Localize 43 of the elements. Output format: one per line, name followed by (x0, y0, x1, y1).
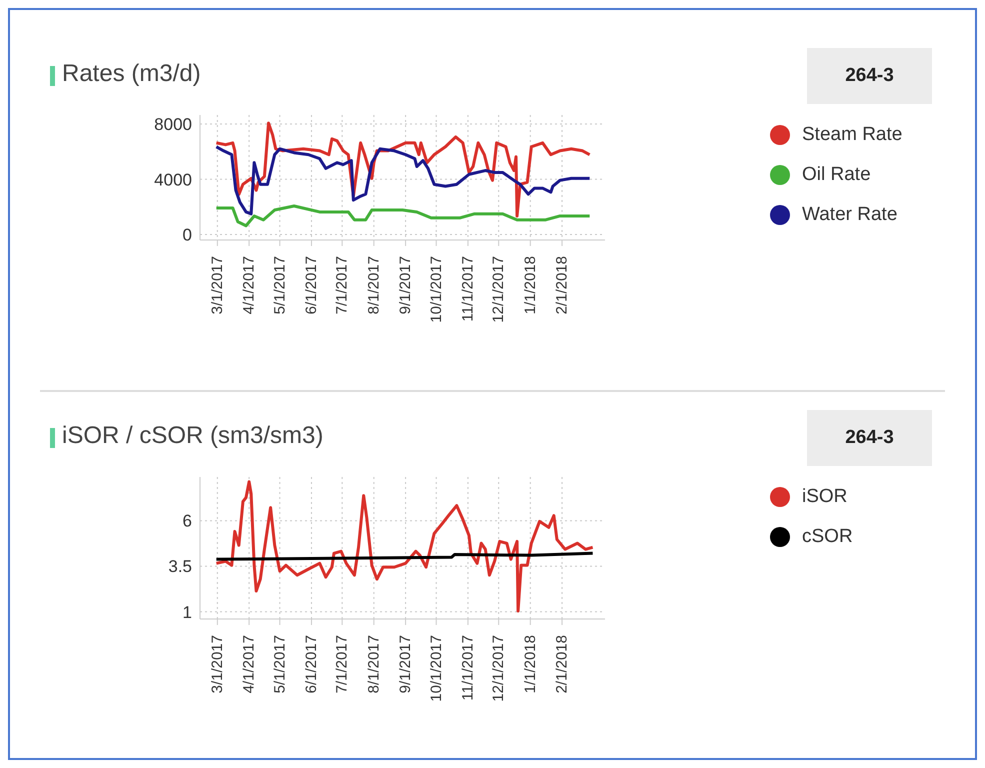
y-tick-label: 3.5 (168, 557, 192, 576)
x-tick-label: 8/1/2017 (365, 635, 382, 694)
chart-title: Rates (m3/d) (62, 60, 201, 88)
x-tick-label: 9/1/2017 (397, 256, 414, 314)
x-tick-label: 12/1/2017 (490, 635, 508, 702)
y-tick-label: 8000 (154, 115, 192, 134)
x-tick-label: 1/1/2018 (522, 256, 539, 314)
y-tick-label: 4000 (154, 170, 192, 190)
legend-label: Water Rate (802, 204, 898, 225)
x-tick-label: 6/1/2017 (302, 635, 320, 694)
x-tick-label: 9/1/2017 (397, 635, 414, 694)
x-tick-label: 12/1/2017 (490, 256, 508, 323)
line-series (214, 480, 594, 612)
legend-label: Oil Rate (802, 164, 871, 185)
x-tick-label: 6/1/2017 (302, 256, 320, 314)
x-tick-label: 3/1/2017 (208, 635, 226, 694)
x-tick-label: 2/1/2018 (554, 635, 571, 694)
x-tick-label: 5/1/2017 (271, 635, 288, 694)
x-tick-label: 8/1/2017 (365, 256, 382, 314)
x-tick-label: 4/1/2017 (240, 256, 258, 314)
y-tick-label: 0 (182, 226, 192, 245)
x-tick-label: 7/1/2017 (334, 256, 351, 314)
x-tick-label: 11/1/2017 (459, 635, 476, 701)
legend-label: Steam Rate (802, 124, 902, 145)
x-tick-label: 11/1/2017 (459, 256, 476, 322)
y-tick-label: 1 (182, 602, 192, 622)
x-tick-label: 10/1/2017 (428, 635, 445, 702)
x-tick-label: 7/1/2017 (334, 635, 351, 694)
line-series (214, 204, 592, 228)
legend-label: cSOR (802, 526, 853, 547)
text: 264-3 (807, 410, 932, 466)
x-tick-label: 3/1/2017 (208, 256, 226, 314)
line-series (214, 552, 594, 561)
x-tick-label: 2/1/2018 (554, 256, 571, 314)
x-tick-label: 4/1/2017 (240, 635, 258, 694)
y-tick-label: 6 (182, 512, 192, 531)
text: 264-3 (807, 48, 932, 104)
line-series (214, 145, 592, 216)
chart-title: iSOR / cSOR (sm3/sm3) (62, 422, 324, 450)
x-tick-label: 10/1/2017 (428, 256, 445, 323)
legend-label: iSOR (802, 486, 848, 507)
x-tick-label: 5/1/2017 (271, 256, 288, 314)
x-tick-label: 1/1/2018 (522, 635, 539, 694)
